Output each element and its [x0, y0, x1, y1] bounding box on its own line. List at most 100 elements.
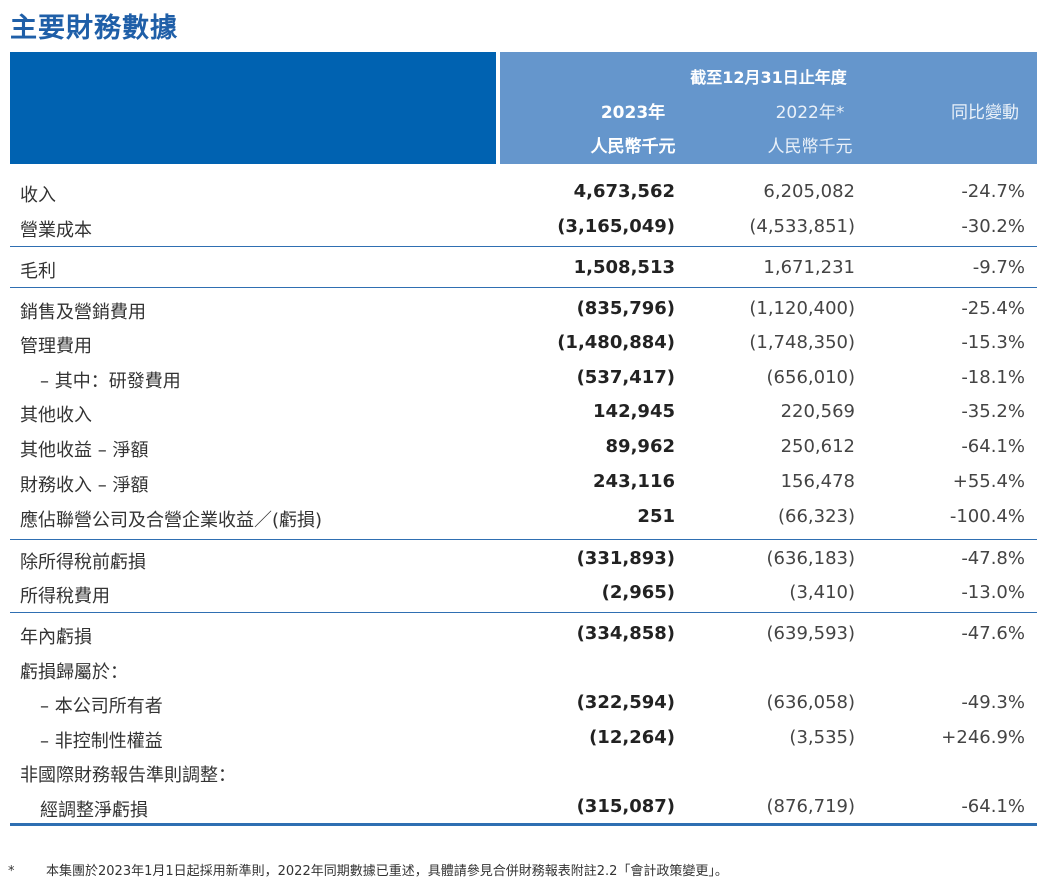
row-label: 財務收入 – 淨額 — [20, 475, 149, 496]
row-label: 銷售及營銷費用 — [20, 302, 146, 323]
table-row: – 非控制性權益 (12,264) (3,535) +246.9% — [10, 722, 1037, 756]
value-change: -13.0% — [961, 582, 1025, 603]
table-row: 營業成本 (3,165,049) (4,533,851) -30.2% — [10, 211, 1037, 245]
row-label: 應佔聯營公司及合營企業收益／(虧損) — [20, 510, 323, 531]
value-2023: 142,945 — [593, 401, 675, 422]
value-2023: 251 — [637, 506, 675, 527]
value-change: -30.2% — [961, 216, 1025, 237]
value-2022: (876,719) — [766, 796, 855, 817]
value-2023: (835,796) — [576, 298, 675, 319]
value-2022: 1,671,231 — [763, 257, 855, 278]
footnote-mark: * — [8, 864, 15, 879]
row-label: – 本公司所有者 — [40, 696, 163, 717]
table-row: 除所得稅前虧損 (331,893) (636,183) -47.8% — [10, 543, 1037, 577]
row-divider — [10, 539, 1037, 540]
row-label: 非國際財務報告準則調整： — [20, 765, 236, 786]
row-label: 除所得稅前虧損 — [20, 552, 146, 573]
value-2023: (2,965) — [601, 582, 675, 603]
row-divider — [10, 612, 1037, 613]
value-change: -25.4% — [961, 298, 1025, 319]
table-row: – 本公司所有者 (322,594) (636,058) -49.3% — [10, 687, 1037, 721]
row-label: – 其中：研發費用 — [40, 371, 181, 392]
table-row: 年內虧損 (334,858) (639,593) -47.6% — [10, 618, 1037, 652]
page-title: 主要財務數據 — [10, 13, 178, 44]
table-row: 應佔聯營公司及合營企業收益／(虧損) 251 (66,323) -100.4% — [10, 501, 1037, 535]
value-2023: 4,673,562 — [573, 181, 675, 202]
value-2023: (322,594) — [576, 692, 675, 713]
row-label: – 非控制性權益 — [40, 731, 163, 752]
value-2022: 220,569 — [780, 401, 855, 422]
row-divider — [10, 287, 1037, 288]
row-label: 毛利 — [20, 261, 56, 282]
value-change: -47.8% — [961, 548, 1025, 569]
row-label: 管理費用 — [20, 336, 92, 357]
value-2022: (636,183) — [766, 548, 855, 569]
table-row: 虧損歸屬於： — [10, 653, 1037, 687]
value-2022: 6,205,082 — [763, 181, 855, 202]
value-2022: (3,535) — [789, 727, 855, 748]
row-label: 營業成本 — [20, 220, 92, 241]
row-label: 年內虧損 — [20, 627, 92, 648]
value-change: +55.4% — [952, 471, 1025, 492]
value-2023: (537,417) — [576, 367, 675, 388]
table-row: 管理費用 (1,480,884) (1,748,350) -15.3% — [10, 327, 1037, 361]
value-change: -47.6% — [961, 623, 1025, 644]
value-2022: (639,593) — [766, 623, 855, 644]
value-2022: 250,612 — [780, 436, 855, 457]
value-2023: (331,893) — [576, 548, 675, 569]
row-label: 其他收益 – 淨額 — [20, 440, 149, 461]
col-change-header: 同比變動 — [951, 103, 1019, 123]
table-row: 毛利 1,508,513 1,671,231 -9.7% — [10, 252, 1037, 286]
value-2023: (315,087) — [576, 796, 675, 817]
value-change: -64.1% — [961, 796, 1025, 817]
footnote: * 本集團於2023年1月1日起採用新準則，2022年同期數據已重述，具體請參見合… — [8, 860, 728, 879]
value-change: -100.4% — [949, 506, 1025, 527]
table-header-left — [10, 52, 496, 164]
row-label: 經調整淨虧損 — [40, 800, 148, 821]
value-2022: (66,323) — [777, 506, 855, 527]
value-2022: (656,010) — [766, 367, 855, 388]
table-row: 其他收入 142,945 220,569 -35.2% — [10, 396, 1037, 430]
row-label: 虧損歸屬於： — [20, 662, 128, 683]
value-2022: (1,748,350) — [749, 332, 855, 353]
row-label: 其他收入 — [20, 405, 92, 426]
footnote-text: 本集團於2023年1月1日起採用新準則，2022年同期數據已重述，具體請參見合併… — [46, 864, 728, 879]
row-label: 所得稅費用 — [20, 586, 110, 607]
table-bottom-border — [10, 823, 1037, 826]
table-row: 財務收入 – 淨額 243,116 156,478 +55.4% — [10, 466, 1037, 500]
value-change: -64.1% — [961, 436, 1025, 457]
unit-2023-header: 人民幣千元 — [590, 137, 676, 157]
value-change: -9.7% — [972, 257, 1025, 278]
value-2022: (1,120,400) — [749, 298, 855, 319]
col-2023-header: 2023年 — [600, 103, 666, 123]
row-label: 收入 — [20, 185, 56, 206]
value-2023: (1,480,884) — [557, 332, 675, 353]
value-2022: (636,058) — [766, 692, 855, 713]
value-2023: (12,264) — [589, 727, 675, 748]
value-2022: (4,533,851) — [749, 216, 855, 237]
table-row: 經調整淨虧損 (315,087) (876,719) -64.1% — [10, 791, 1037, 825]
row-divider — [10, 246, 1037, 247]
value-change: +246.9% — [941, 727, 1025, 748]
table-header-right: 截至12月31日止年度 2023年 2022年* 同比變動 人民幣千元 人民幣千… — [500, 52, 1037, 164]
table-row: – 其中：研發費用 (537,417) (656,010) -18.1% — [10, 362, 1037, 396]
value-2023: (334,858) — [576, 623, 675, 644]
table-row: 收入 4,673,562 6,205,082 -24.7% — [10, 176, 1037, 210]
period-header: 截至12月31日止年度 — [690, 68, 847, 87]
value-2022: (3,410) — [789, 582, 855, 603]
value-2023: 1,508,513 — [573, 257, 675, 278]
value-change: -35.2% — [961, 401, 1025, 422]
value-2023: (3,165,049) — [557, 216, 675, 237]
table-row: 銷售及營銷費用 (835,796) (1,120,400) -25.4% — [10, 293, 1037, 327]
col-2022-header: 2022年* — [775, 103, 845, 123]
unit-2022-header: 人民幣千元 — [767, 137, 853, 157]
value-change: -18.1% — [961, 367, 1025, 388]
value-change: -24.7% — [961, 181, 1025, 202]
value-change: -49.3% — [961, 692, 1025, 713]
value-change: -15.3% — [961, 332, 1025, 353]
value-2022: 156,478 — [780, 471, 855, 492]
table-row: 其他收益 – 淨額 89,962 250,612 -64.1% — [10, 431, 1037, 465]
value-2023: 89,962 — [605, 436, 675, 457]
table-row: 非國際財務報告準則調整： — [10, 756, 1037, 790]
value-2023: 243,116 — [593, 471, 675, 492]
